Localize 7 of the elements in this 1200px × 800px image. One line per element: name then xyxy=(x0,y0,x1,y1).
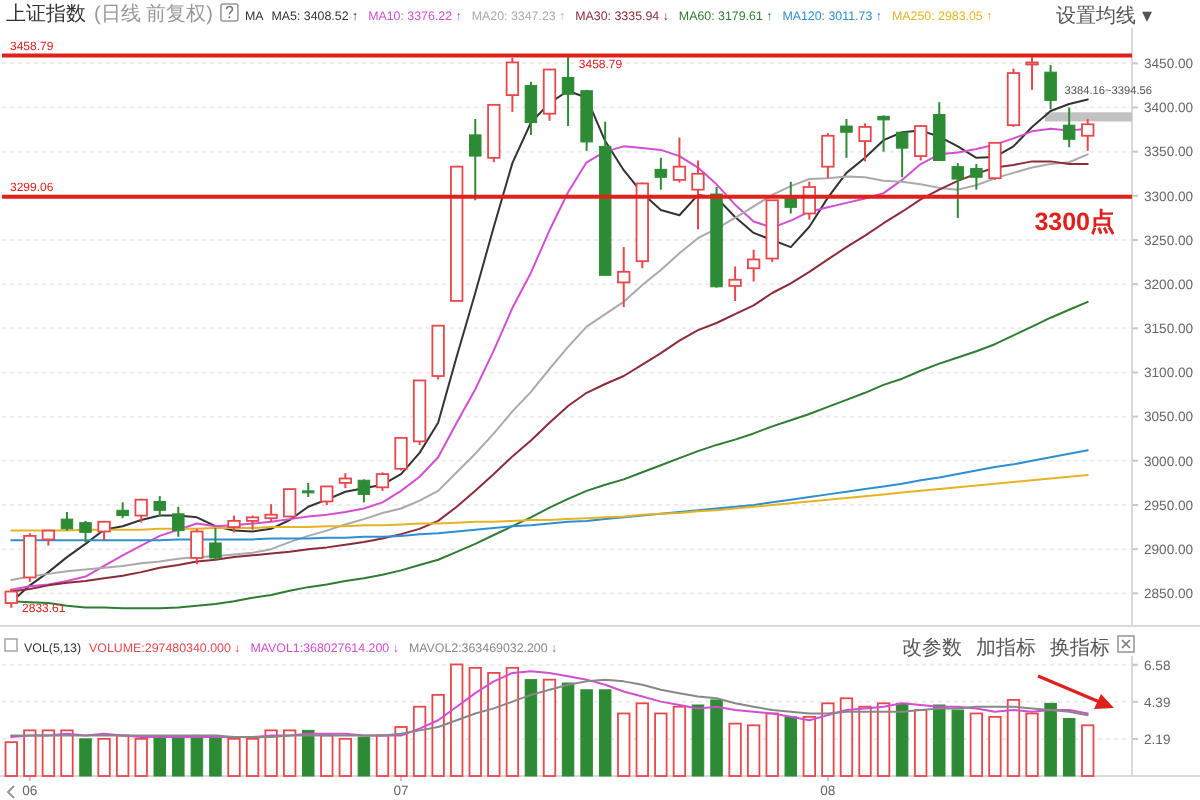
title: 上证指数 xyxy=(6,4,86,26)
header-control: 设置均线 ▾ xyxy=(1056,6,1152,28)
annotation: 3300点 xyxy=(1034,207,1116,236)
subtitle: (日线 前复权) xyxy=(94,4,213,26)
header-control: 加指标 xyxy=(976,638,1036,660)
header-control: 换指标 xyxy=(1050,638,1110,660)
header-control: 改参数 xyxy=(902,638,962,660)
